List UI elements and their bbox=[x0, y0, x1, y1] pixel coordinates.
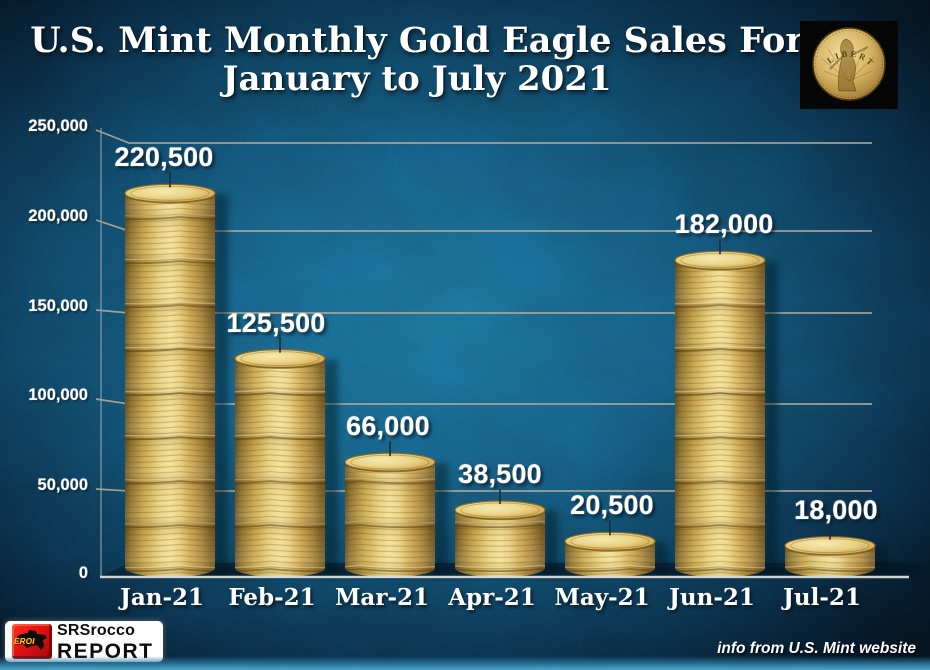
chart-title-line1: U.S. Mint Monthly Gold Eagle Sales For bbox=[30, 20, 804, 61]
eroi-badge-label: EROI bbox=[14, 637, 35, 646]
y-axis-tick-label: 250,000 bbox=[28, 117, 88, 135]
x-axis-label: Jan-21 bbox=[119, 584, 205, 611]
gold-eagle-coin-photo: LIBERTY bbox=[796, 13, 898, 109]
bar-value-label: 18,000 bbox=[794, 494, 878, 525]
plot-baseline bbox=[100, 575, 909, 580]
logo-brand-name: SRSrocco bbox=[57, 622, 136, 639]
srsrocco-report-logo: EROI SRSrocco REPORT bbox=[5, 621, 163, 662]
bar-value-label: 220,500 bbox=[114, 142, 214, 173]
x-axis-label: Apr-21 bbox=[448, 584, 536, 611]
bar-Jun-21 bbox=[673, 239, 810, 577]
bar-Feb-21 bbox=[233, 337, 370, 577]
bar-value-label: 182,000 bbox=[674, 209, 774, 240]
bar-value-label: 38,500 bbox=[458, 459, 542, 489]
x-axis-label: Feb-21 bbox=[228, 584, 316, 611]
chart-title-line2: January to July 2021 bbox=[222, 59, 612, 99]
usa-map-icon bbox=[17, 630, 47, 650]
bar-Jul-21 bbox=[783, 524, 920, 577]
bar-Mar-21 bbox=[343, 441, 480, 577]
y-axis-tick-label: 200,000 bbox=[28, 207, 88, 225]
bar-value-label: 66,000 bbox=[346, 411, 430, 442]
x-axis-label: Mar-21 bbox=[334, 584, 430, 611]
source-credit: info from U.S. Mint website bbox=[717, 640, 916, 657]
bar-value-label: 20,500 bbox=[570, 490, 654, 521]
x-axis-label: Jul-21 bbox=[783, 584, 861, 611]
plot-bars bbox=[123, 172, 920, 577]
bar-value-label: 125,500 bbox=[226, 307, 326, 338]
x-axis-label: May-21 bbox=[554, 584, 650, 611]
y-axis-tick-label: 50,000 bbox=[37, 476, 88, 494]
x-axis-label: Jun-21 bbox=[669, 584, 755, 611]
y-axis-tick-label: 150,000 bbox=[28, 297, 88, 315]
liberty-figure-silhouette bbox=[837, 38, 857, 92]
eroi-cube-icon: EROI bbox=[12, 624, 52, 659]
y-axis-tick-label: 0 bbox=[78, 564, 88, 582]
bottom-glow-strip bbox=[0, 656, 930, 670]
bar-Apr-21 bbox=[453, 489, 590, 577]
bar-Jan-21 bbox=[123, 172, 260, 577]
chart-title: U.S. Mint Monthly Gold Eagle Sales For J… bbox=[30, 20, 804, 99]
y-axis-tick-label: 100,000 bbox=[28, 386, 88, 404]
